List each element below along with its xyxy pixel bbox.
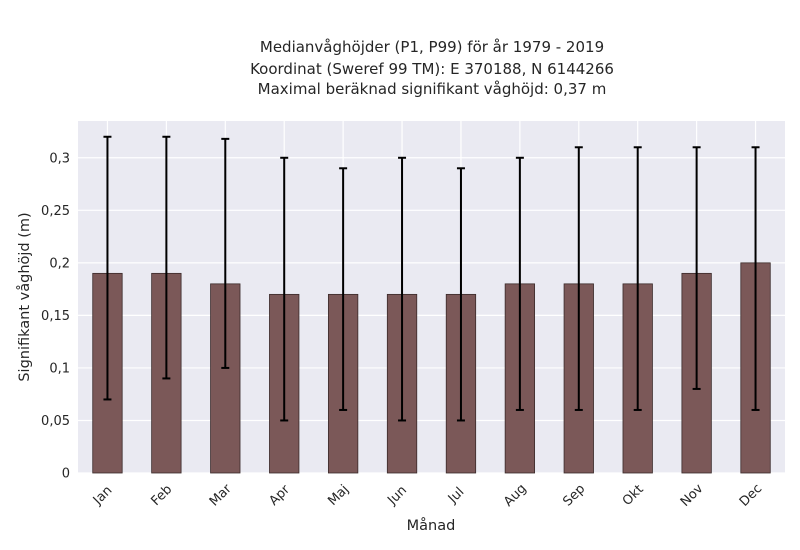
x-tick-label: Maj — [325, 482, 352, 509]
x-tick-label: Jul — [445, 485, 467, 507]
y-tick-label: 0,05 — [41, 414, 70, 429]
x-tick-label: Mar — [207, 481, 235, 509]
error-bar-mar — [221, 137, 230, 369]
error-bar-dec — [751, 146, 760, 411]
y-tick-label: 0,2 — [49, 256, 70, 271]
chart-title-line-1: Medianvåghöjder (P1, P99) för år 1979 - … — [260, 38, 604, 56]
error-bar-jun — [398, 156, 407, 422]
x-axis-label: Månad — [407, 517, 456, 534]
error-bar-jan — [103, 135, 112, 401]
x-tick-label: Nov — [678, 481, 707, 510]
x-tick-label: Jan — [90, 483, 115, 508]
y-tick-label: 0 — [62, 467, 70, 482]
y-axis-label: Signifikant våghöjd (m) — [16, 212, 33, 381]
x-tick-label: Apr — [266, 482, 293, 509]
error-bar-okt — [633, 146, 642, 411]
error-bar-jul — [456, 167, 465, 422]
error-bar-feb — [162, 135, 171, 380]
x-axis-ticks: Jan Feb Mar Apr Maj Jun Jul Aug Sep Okt Nov Dec — [90, 481, 765, 510]
y-tick-label: 0,3 — [49, 151, 70, 166]
y-tick-label: 0,25 — [41, 204, 70, 219]
x-tick-label: Jun — [384, 483, 410, 509]
error-bar-aug — [515, 156, 524, 411]
plot-area — [78, 121, 785, 473]
y-tick-label: 0,15 — [41, 309, 70, 324]
error-bar-sep — [574, 146, 583, 411]
error-bar-nov — [692, 146, 701, 390]
y-axis-ticks: 0 0,05 0,1 0,15 0,2 0,25 0,3 — [41, 151, 70, 481]
error-bars — [103, 135, 760, 422]
chart-title-line-2: Koordinat (Sweref 99 TM): E 370188, N 61… — [250, 60, 614, 78]
error-bar-apr — [280, 156, 289, 422]
y-tick-label: 0,1 — [49, 361, 70, 376]
x-tick-label: Feb — [148, 482, 175, 509]
x-tick-label: Dec — [737, 481, 765, 509]
x-tick-label: Okt — [620, 482, 647, 509]
x-tick-label: Sep — [560, 482, 588, 510]
chart-title-line-3: Maximal beräknad signifikant våghöjd: 0,… — [258, 80, 607, 98]
error-bar-maj — [339, 167, 348, 411]
x-tick-label: Aug — [501, 481, 530, 510]
